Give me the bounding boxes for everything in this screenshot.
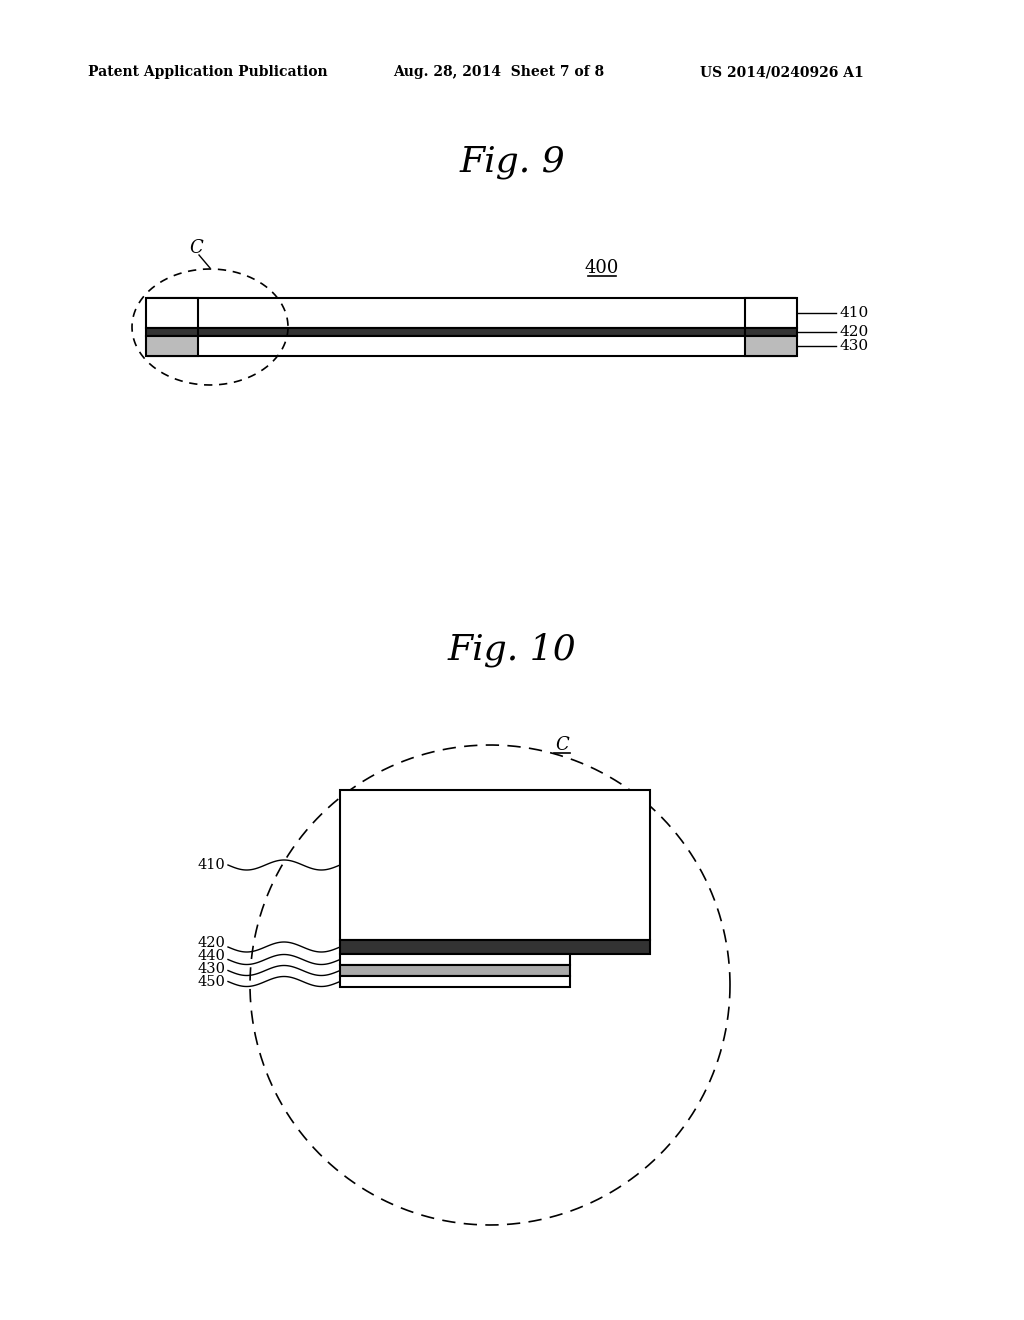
Text: C: C xyxy=(555,737,569,754)
Text: 440: 440 xyxy=(198,949,225,964)
Bar xyxy=(148,327,795,337)
Bar xyxy=(745,298,797,327)
Bar xyxy=(340,965,570,975)
Text: Patent Application Publication: Patent Application Publication xyxy=(88,65,328,79)
Bar xyxy=(340,789,650,940)
Text: Fig. 9: Fig. 9 xyxy=(459,145,565,180)
Text: 410: 410 xyxy=(840,306,869,319)
Text: 420: 420 xyxy=(840,325,869,339)
Text: 450: 450 xyxy=(198,975,225,989)
Bar xyxy=(146,298,198,327)
Bar xyxy=(146,337,198,356)
Text: Aug. 28, 2014  Sheet 7 of 8: Aug. 28, 2014 Sheet 7 of 8 xyxy=(393,65,604,79)
Bar xyxy=(148,298,795,327)
Bar xyxy=(340,940,650,954)
Bar xyxy=(340,954,570,965)
Bar xyxy=(340,975,570,987)
Text: 430: 430 xyxy=(197,962,225,975)
Bar xyxy=(745,337,797,356)
Bar xyxy=(148,337,795,356)
Text: Fig. 10: Fig. 10 xyxy=(447,632,577,667)
Text: US 2014/0240926 A1: US 2014/0240926 A1 xyxy=(700,65,864,79)
Text: 400: 400 xyxy=(585,259,620,277)
Text: 430: 430 xyxy=(840,339,869,352)
Text: C: C xyxy=(189,239,203,257)
Bar xyxy=(745,327,797,337)
Text: 420: 420 xyxy=(198,936,225,950)
Bar xyxy=(146,327,198,337)
Text: 410: 410 xyxy=(198,858,225,873)
